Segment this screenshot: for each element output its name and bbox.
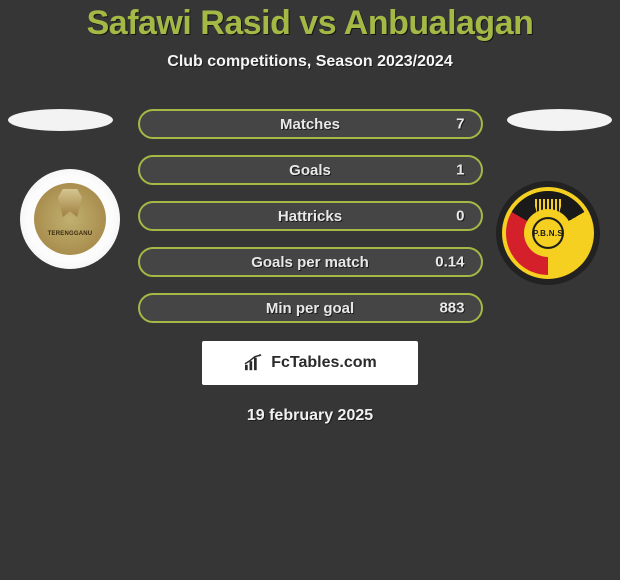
date-text: 19 february 2025 — [0, 407, 620, 425]
team-right-center: P.B.N.S — [524, 209, 572, 257]
subtitle: Club competitions, Season 2023/2024 — [0, 53, 620, 71]
team-left-badge: TERENGGANU — [34, 183, 106, 255]
page-title: Safawi Rasid vs Anbualagan — [0, 4, 620, 43]
stat-label: Goals per match — [251, 254, 369, 271]
stat-row-goals: Goals 1 — [138, 155, 483, 185]
ellipse-right — [507, 109, 612, 131]
team-left-crest-icon — [58, 189, 82, 217]
stat-label: Hattricks — [278, 208, 342, 225]
stat-rows: Matches 7 Goals 1 Hattricks 0 Goals per … — [138, 109, 483, 323]
stat-right-value: 1 — [456, 162, 464, 179]
stat-label: Goals — [289, 162, 331, 179]
stat-label: Min per goal — [266, 300, 354, 317]
chart-icon — [243, 354, 265, 372]
stat-label: Matches — [280, 116, 340, 133]
comparison-card: Safawi Rasid vs Anbualagan Club competit… — [0, 0, 620, 580]
main-area: TERENGGANU P.B.N.S Matches 7 Goals 1 — [0, 109, 620, 425]
stat-row-matches: Matches 7 — [138, 109, 483, 139]
team-logo-left: TERENGGANU — [20, 169, 120, 269]
stat-right-value: 0.14 — [435, 254, 464, 271]
team-right-shield: P.B.N.S — [502, 187, 594, 279]
team-left-badge-text: TERENGGANU — [48, 231, 93, 237]
ellipse-left — [8, 109, 113, 131]
team-logo-right: P.B.N.S — [496, 181, 600, 285]
stat-row-min-per-goal: Min per goal 883 — [138, 293, 483, 323]
attribution-badge[interactable]: FcTables.com — [202, 341, 418, 385]
stat-row-hattricks: Hattricks 0 — [138, 201, 483, 231]
attribution-text: FcTables.com — [271, 354, 377, 372]
stat-right-value: 883 — [439, 300, 464, 317]
stat-row-goals-per-match: Goals per match 0.14 — [138, 247, 483, 277]
team-right-badge-text: P.B.N.S — [533, 229, 563, 238]
stat-right-value: 0 — [456, 208, 464, 225]
stat-right-value: 7 — [456, 116, 464, 133]
